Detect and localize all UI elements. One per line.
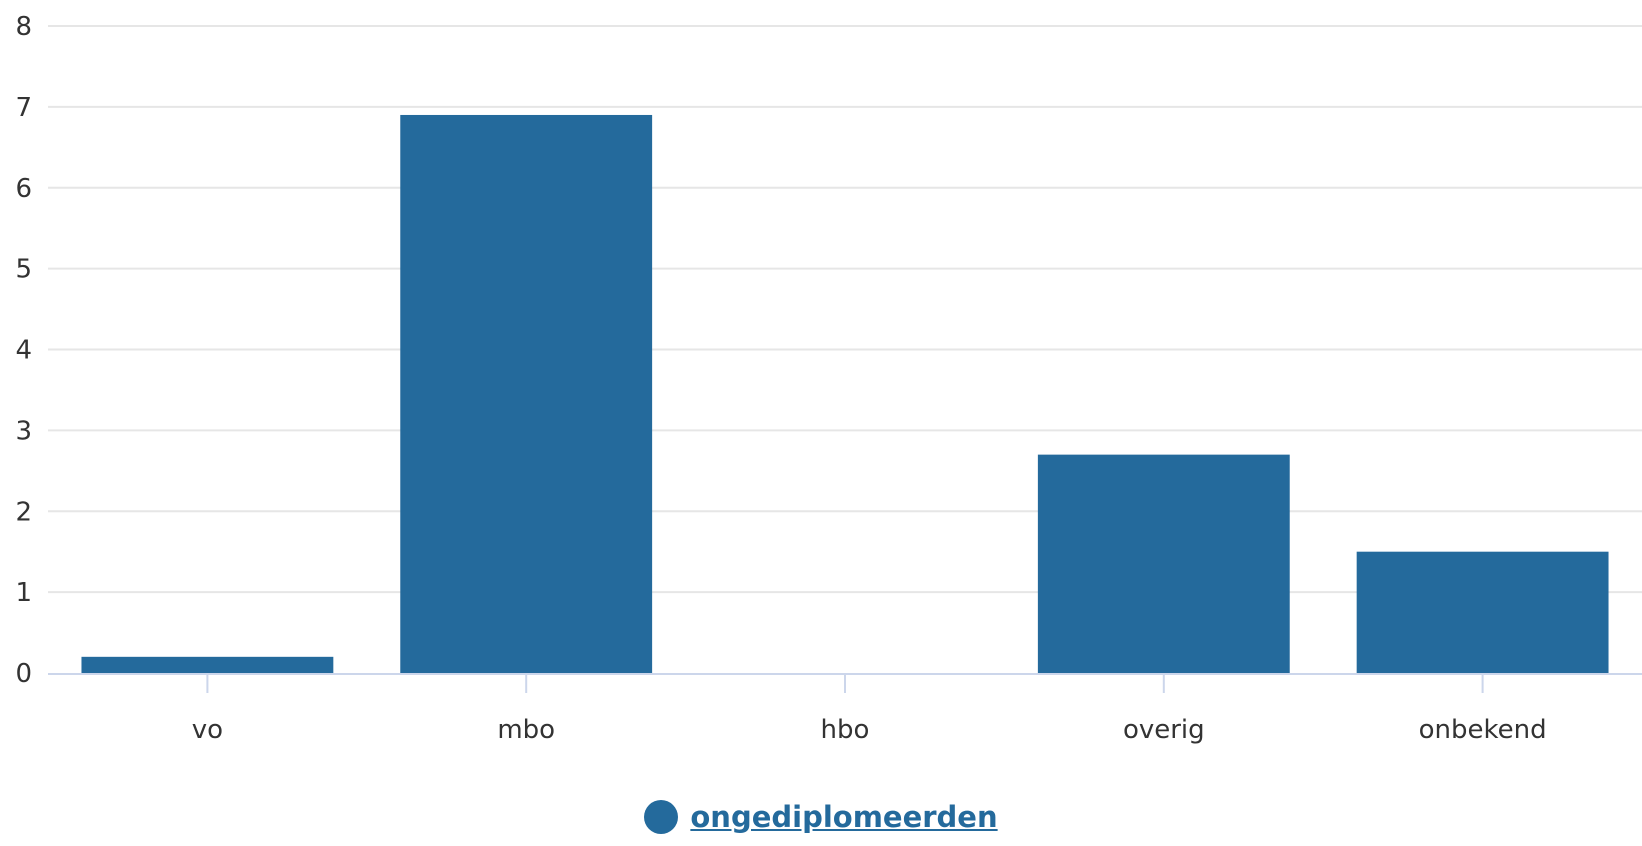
x-tick-label-onbekend: onbekend	[1419, 715, 1547, 745]
y-tick-label: 8	[15, 12, 32, 42]
bars	[81, 114, 1609, 673]
y-axis-labels: 0 1 2 3 4 5 6 7 8	[15, 12, 32, 689]
bar-chart: 0 1 2 3 4 5 6 7 8 vo mbo hbo overig onbekend	[15, 12, 1642, 745]
x-axis	[48, 673, 1642, 693]
y-tick-label: 0	[15, 659, 32, 689]
bar-mbo[interactable]	[400, 114, 653, 673]
y-tick-label: 3	[15, 416, 32, 446]
legend-dot-icon	[644, 800, 679, 834]
legend-label[interactable]: ongediplomeerden	[690, 800, 998, 834]
y-tick-label: 1	[15, 578, 32, 608]
gridlines	[48, 25, 1642, 594]
bar-overig[interactable]	[1037, 454, 1290, 673]
bar-vo[interactable]	[81, 656, 334, 673]
y-tick-label: 6	[15, 174, 32, 204]
y-tick-label: 5	[15, 255, 32, 285]
y-tick-label: 7	[15, 93, 32, 123]
x-tick-label-overig: overig	[1123, 715, 1205, 745]
x-tick-label-vo: vo	[192, 715, 223, 745]
y-tick-label: 2	[15, 497, 32, 527]
x-tick-label-hbo: hbo	[821, 715, 870, 745]
legend-item-ongediplomeerden[interactable]: ongediplomeerden	[644, 800, 998, 834]
legend: ongediplomeerden	[0, 800, 1642, 834]
x-tick-label-mbo: mbo	[497, 715, 555, 745]
x-axis-labels: vo mbo hbo overig onbekend	[192, 715, 1547, 745]
y-tick-label: 4	[15, 336, 32, 366]
bar-onbekend[interactable]	[1356, 551, 1609, 673]
